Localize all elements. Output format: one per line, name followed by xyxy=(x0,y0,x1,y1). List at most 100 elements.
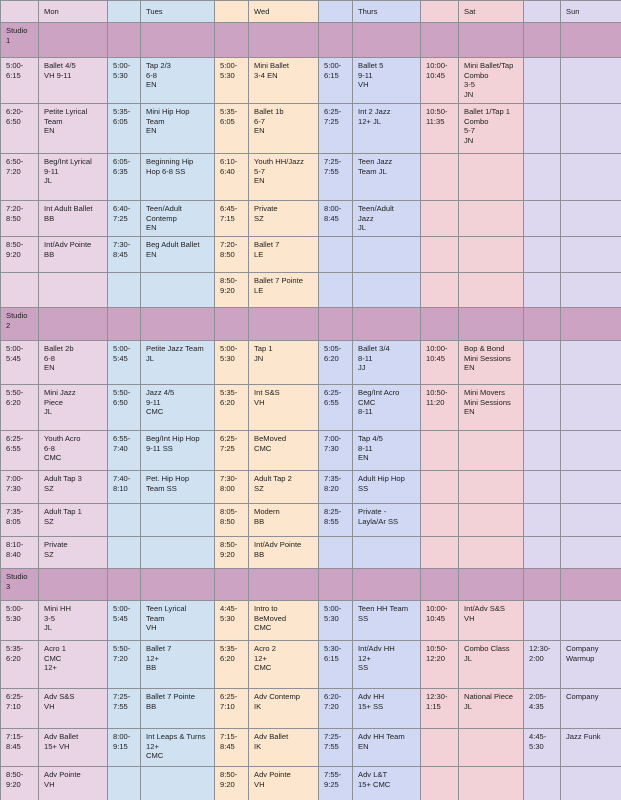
studio-band xyxy=(38,568,108,601)
time-cell xyxy=(420,236,459,273)
time-cell xyxy=(107,766,141,800)
time-cell: 5:35- 6:05 xyxy=(107,103,141,154)
time-cell: 7:25- 7:55 xyxy=(107,688,141,729)
header-spacer xyxy=(107,0,141,23)
studio-band xyxy=(318,307,353,341)
time-cell: 5:00- 5:45 xyxy=(107,600,141,641)
class-cell: Adult Tap 1 SZ xyxy=(38,503,108,537)
class-cell xyxy=(560,200,621,237)
time-cell: 8:50- 9:20 xyxy=(0,766,39,800)
class-cell xyxy=(560,430,621,471)
class-cell xyxy=(458,200,524,237)
time-cell xyxy=(523,503,561,537)
class-cell: Adv HH Team EN xyxy=(352,728,421,767)
class-cell: Adv L&T 15+ CMC xyxy=(352,766,421,800)
time-cell: 10:00- 10:45 xyxy=(420,340,459,385)
studio-band xyxy=(248,22,319,58)
class-cell: Adv Ballet IK xyxy=(248,728,319,767)
class-cell xyxy=(560,384,621,431)
class-cell xyxy=(560,766,621,800)
class-cell: Tap 2/3 6-8 EN xyxy=(140,57,215,104)
time-cell: 5:00- 5:45 xyxy=(0,340,39,385)
class-cell: Youth HH/Jazz 5-7 EN xyxy=(248,153,319,201)
class-cell: Teen/Adult Jazz JL xyxy=(352,200,421,237)
class-cell: Tap 4/5 8-11 EN xyxy=(352,430,421,471)
studio-band xyxy=(523,22,561,58)
studio-band xyxy=(352,568,421,601)
class-cell: Ballet 2b 6-8 EN xyxy=(38,340,108,385)
studio-band xyxy=(38,307,108,341)
time-cell: 7:55- 9:25 xyxy=(318,766,353,800)
time-cell xyxy=(107,272,141,308)
class-cell: Ballet 7 LE xyxy=(248,236,319,273)
class-cell: Mini Hip Hop Team EN xyxy=(140,103,215,154)
time-cell: 4:45- 5:30 xyxy=(523,728,561,767)
class-cell xyxy=(458,153,524,201)
class-cell xyxy=(560,236,621,273)
class-cell xyxy=(560,103,621,154)
class-row: 5:50- 6:20 Mini Jazz Piece JL 5:50- 6:50 Ja… xyxy=(0,384,621,431)
studio-band xyxy=(560,22,621,58)
class-cell: Adv Contemp IK xyxy=(248,688,319,729)
class-cell: Ballet 5 9-11 VH xyxy=(352,57,421,104)
time-cell xyxy=(318,536,353,569)
class-cell xyxy=(38,272,108,308)
class-cell: Ballet 3/4 8-11 JJ xyxy=(352,340,421,385)
header-spacer xyxy=(214,0,249,23)
day-header: Thurs xyxy=(352,0,421,23)
time-cell: 8:10- 8:40 xyxy=(0,536,39,569)
class-cell xyxy=(560,503,621,537)
class-cell: Acro 2 12+ CMC xyxy=(248,640,319,689)
studio-band xyxy=(523,568,561,601)
time-cell xyxy=(318,272,353,308)
class-cell: Acro 1 CMC 12+ xyxy=(38,640,108,689)
studio-band xyxy=(107,307,141,341)
class-cell: Petite Lyrical Team EN xyxy=(38,103,108,154)
time-cell xyxy=(318,236,353,273)
studio-band xyxy=(107,568,141,601)
studio-band xyxy=(458,22,524,58)
time-cell: 5:35- 6:05 xyxy=(214,103,249,154)
class-cell: Teen Jazz Team JL xyxy=(352,153,421,201)
time-cell xyxy=(523,200,561,237)
class-cell xyxy=(352,272,421,308)
day-header: Mon xyxy=(38,0,108,23)
class-cell: Beg/Int Acro CMC 8-11 xyxy=(352,384,421,431)
time-cell: 8:50- 9:20 xyxy=(0,236,39,273)
time-cell: 2:05- 4:35 xyxy=(523,688,561,729)
studio-band xyxy=(420,307,459,341)
class-cell xyxy=(458,272,524,308)
time-cell: 5:00- 5:45 xyxy=(107,340,141,385)
class-cell: Tap 1 JN xyxy=(248,340,319,385)
class-row: 6:50- 7:20 Beg/Int Lyrical 9-11 JL 6:05- 6… xyxy=(0,153,621,201)
class-cell: Beg/Int Lyrical 9-11 JL xyxy=(38,153,108,201)
header-spacer xyxy=(318,0,353,23)
time-cell xyxy=(523,430,561,471)
class-cell: National Piece JL xyxy=(458,688,524,729)
time-cell: 8:25- 8:55 xyxy=(318,503,353,537)
class-cell: Teen Lyrical Team VH xyxy=(140,600,215,641)
time-cell xyxy=(523,57,561,104)
class-cell: Adult Tap 3 SZ xyxy=(38,470,108,504)
class-row: 8:50- 9:20 Int/Adv Pointe BB 7:30- 8:45 Beg… xyxy=(0,236,621,273)
time-cell: 7:15- 8:45 xyxy=(0,728,39,767)
time-cell xyxy=(523,470,561,504)
class-cell: Adult Tap 2 SZ xyxy=(248,470,319,504)
time-cell: 12:30- 1:15 xyxy=(420,688,459,729)
time-cell: 8:00- 8:45 xyxy=(318,200,353,237)
class-cell: Mini HH 3-5 JL xyxy=(38,600,108,641)
class-cell xyxy=(140,536,215,569)
time-cell: 5:00- 5:30 xyxy=(0,600,39,641)
studio-row: Studio 3 xyxy=(0,568,621,601)
class-cell: Private SZ xyxy=(38,536,108,569)
time-cell: 6:50- 7:20 xyxy=(0,153,39,201)
time-cell xyxy=(523,340,561,385)
day-header: Sat xyxy=(458,0,524,23)
time-cell: 6:20- 7:20 xyxy=(318,688,353,729)
class-cell: Private - Layla/Ar SS xyxy=(352,503,421,537)
studio-band xyxy=(248,307,319,341)
time-cell xyxy=(523,153,561,201)
time-cell: 7:00- 7:30 xyxy=(0,470,39,504)
class-cell xyxy=(140,272,215,308)
class-row: 6:20- 6:50 Petite Lyrical Team EN 5:35- 6:… xyxy=(0,103,621,154)
